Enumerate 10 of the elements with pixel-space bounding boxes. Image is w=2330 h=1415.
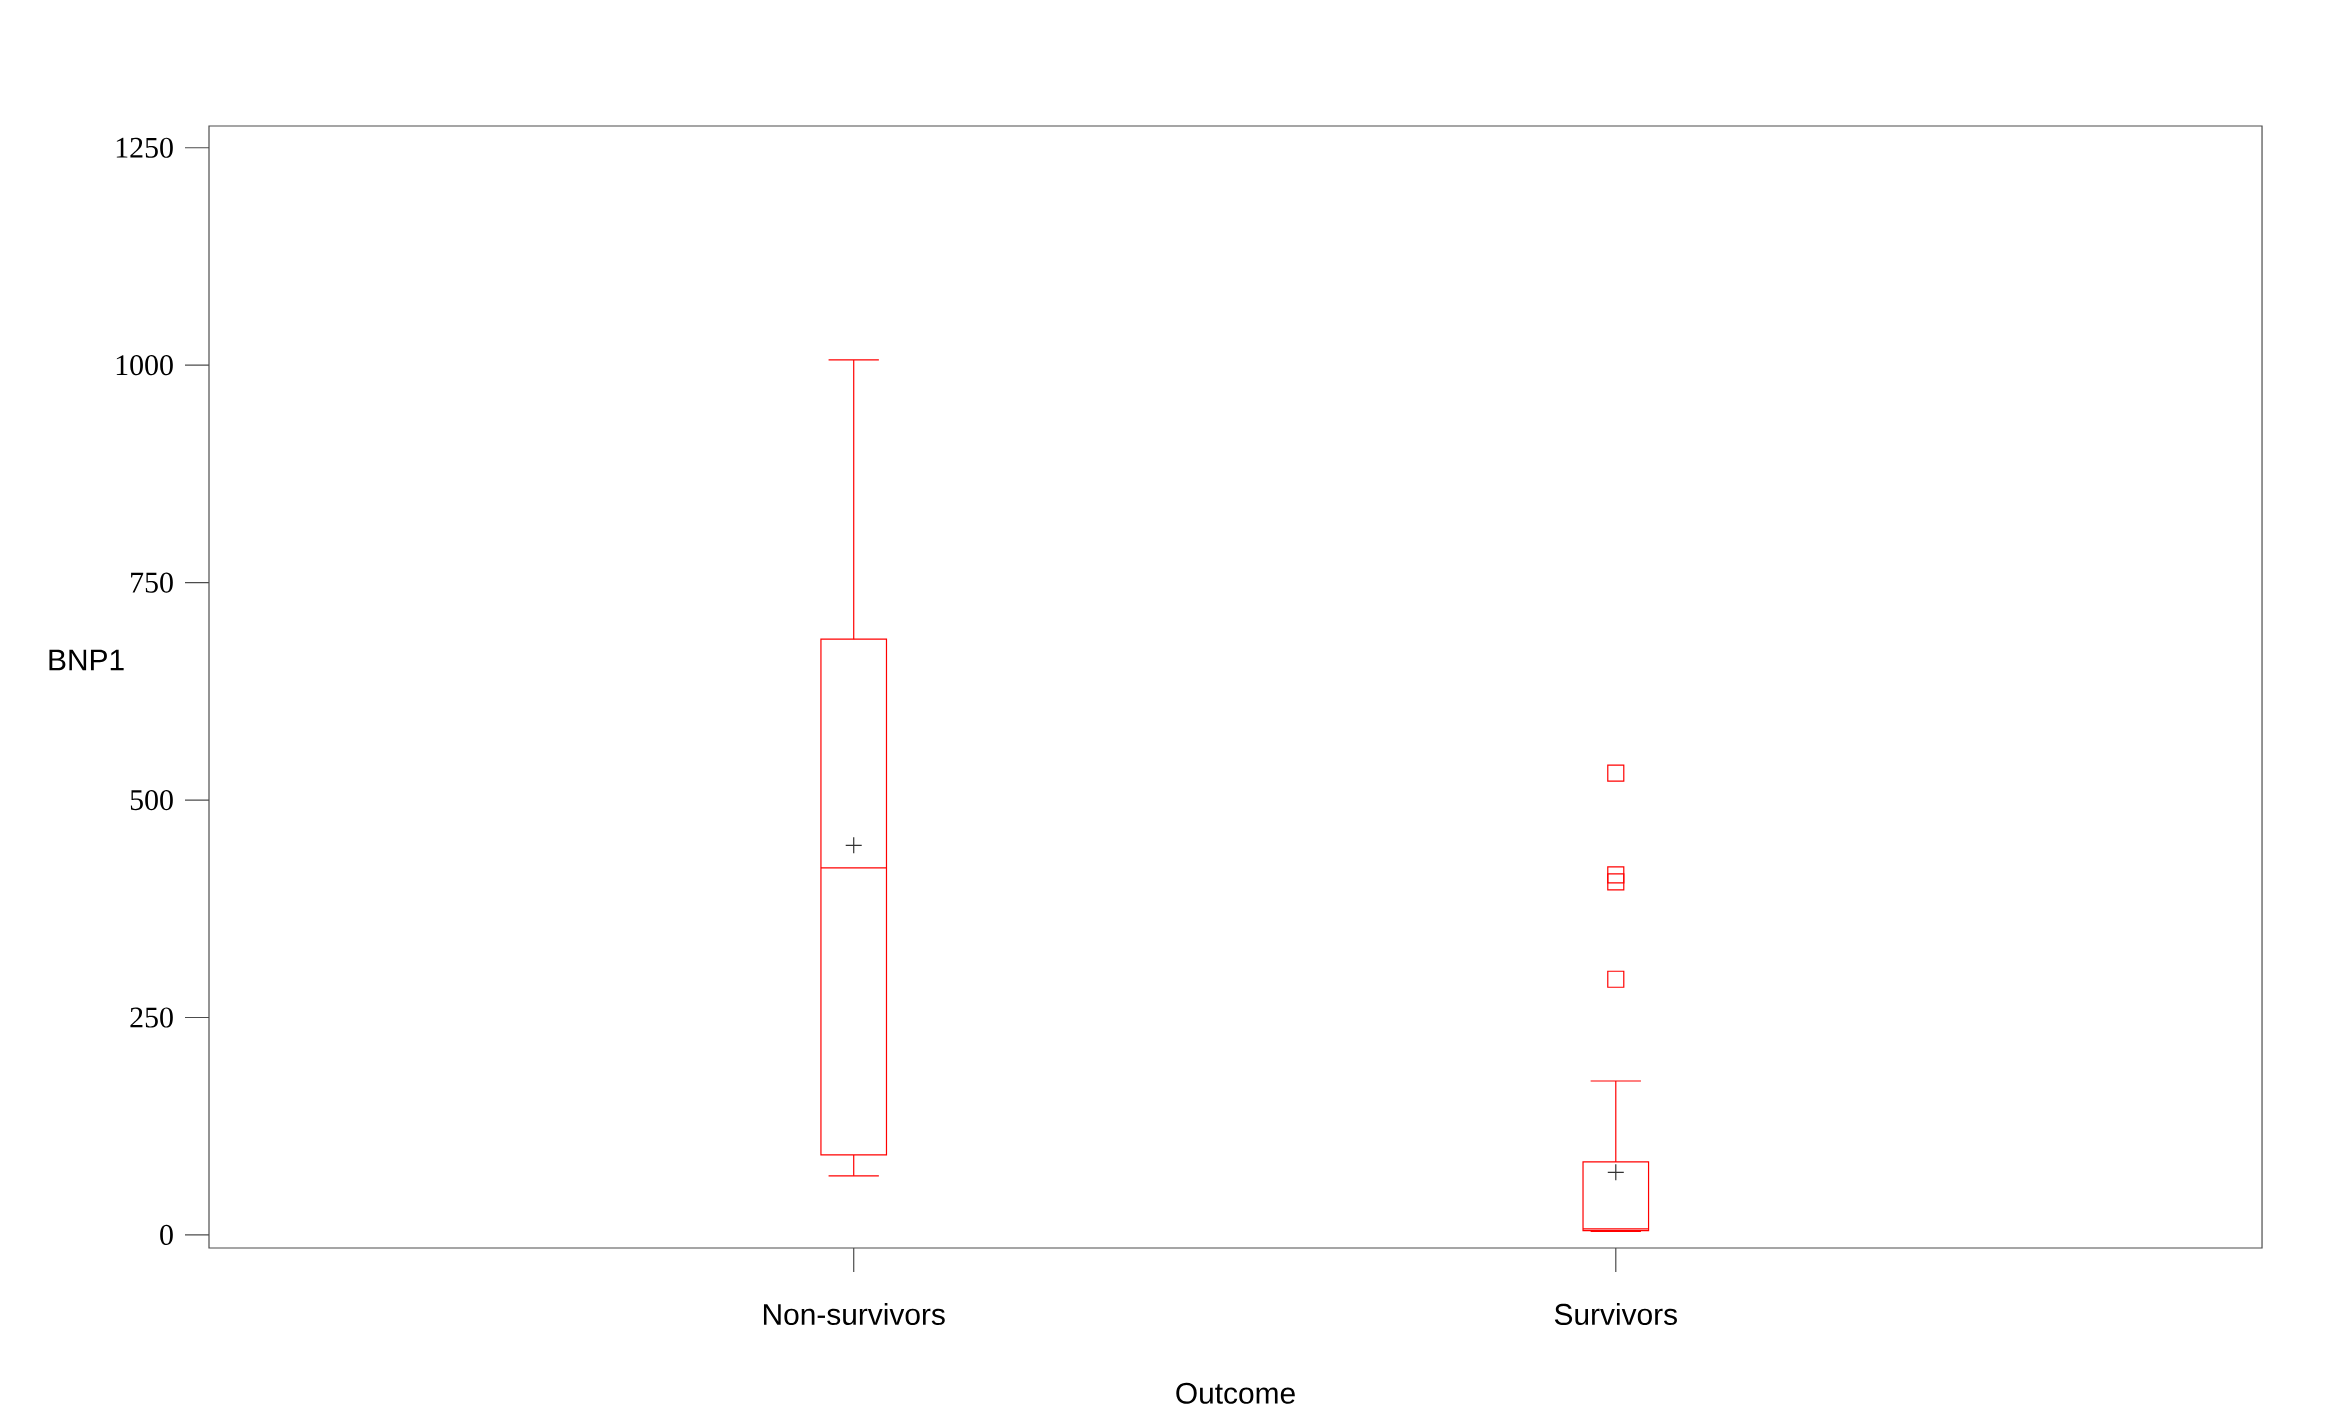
x-tick-label: Survivors [1554,1303,1677,1325]
y-tick-label: 250 [130,1007,173,1028]
y-tick-label: 500 [130,789,173,811]
x-axis-title: Outcome [1176,1382,1295,1404]
y-axis-title: BNP1 [49,649,124,671]
y-tick-label: 750 [131,572,173,593]
x-tick-label: Non-survivors [763,1303,945,1325]
y-tick-label: 1250 [116,137,173,158]
y-tick-label: 1000 [116,355,173,376]
y-tick-label: 0 [160,1224,173,1246]
